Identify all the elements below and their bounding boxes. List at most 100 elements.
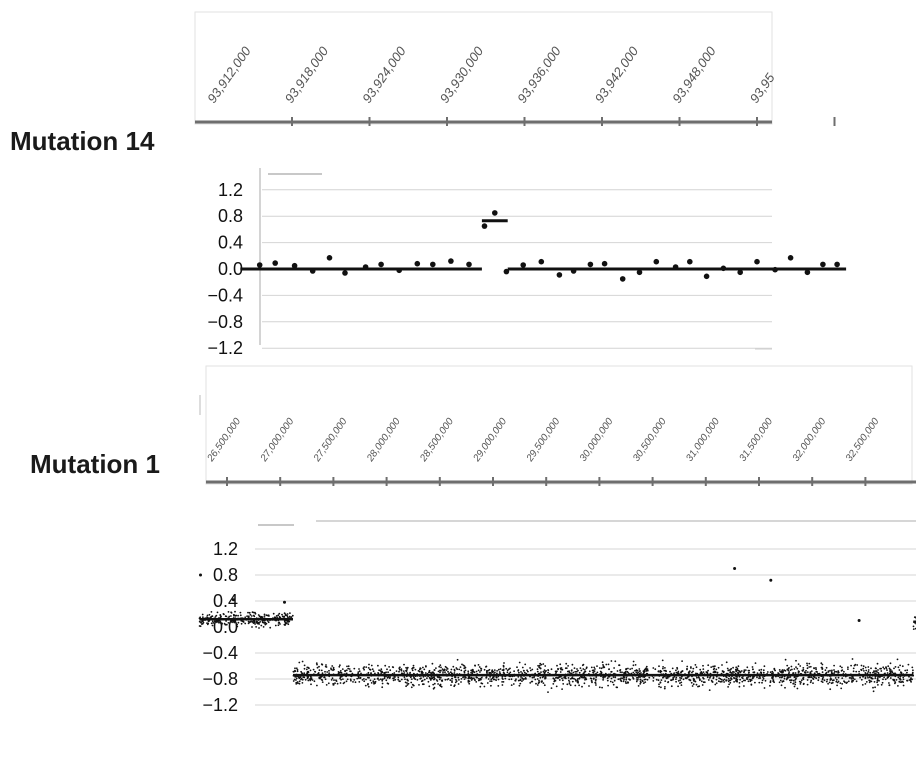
data-point xyxy=(480,668,483,670)
data-point xyxy=(707,679,710,681)
data-point xyxy=(493,678,496,681)
data-point xyxy=(577,669,579,672)
data-point xyxy=(825,671,828,674)
data-point xyxy=(615,686,618,689)
data-point xyxy=(389,676,391,678)
data-point xyxy=(632,660,635,663)
data-point xyxy=(420,680,423,683)
data-point xyxy=(880,670,883,672)
data-point xyxy=(519,678,522,681)
data-point xyxy=(870,667,872,670)
data-point xyxy=(694,664,697,666)
data-point xyxy=(344,670,346,673)
data-point xyxy=(833,669,835,671)
data-point xyxy=(747,672,750,674)
data-point xyxy=(325,684,328,686)
data-point xyxy=(669,670,671,673)
data-point xyxy=(636,269,643,276)
data-point xyxy=(490,680,493,683)
data-point xyxy=(495,676,498,678)
data-point xyxy=(737,669,740,672)
data-point xyxy=(433,669,436,671)
data-point xyxy=(781,669,784,671)
data-point xyxy=(887,665,890,668)
data-point xyxy=(517,669,519,672)
data-point xyxy=(508,678,511,681)
data-point xyxy=(660,686,662,689)
data-point xyxy=(358,670,361,673)
data-point xyxy=(761,681,763,684)
data-point xyxy=(571,680,574,683)
data-point xyxy=(605,663,608,666)
data-point xyxy=(517,676,520,678)
data-point xyxy=(428,685,431,688)
data-point xyxy=(566,683,569,686)
data-point xyxy=(392,677,394,680)
data-point xyxy=(220,623,223,626)
data-point xyxy=(587,261,594,268)
data-point xyxy=(302,676,305,678)
data-point xyxy=(414,260,421,267)
data-point xyxy=(702,664,704,667)
data-point xyxy=(625,668,627,671)
data-point xyxy=(623,676,625,679)
data-point xyxy=(352,681,354,683)
data-point xyxy=(521,672,524,675)
data-point xyxy=(612,683,615,686)
data-point xyxy=(829,669,831,672)
data-point xyxy=(513,670,515,673)
data-point xyxy=(480,669,482,672)
data-point xyxy=(743,671,745,674)
data-point xyxy=(631,667,633,670)
data-point xyxy=(867,676,869,679)
data-point xyxy=(808,676,811,679)
data-point xyxy=(679,679,682,681)
data-point xyxy=(850,677,852,679)
data-point xyxy=(568,679,570,682)
data-point xyxy=(646,678,649,681)
data-point xyxy=(874,686,876,689)
data-point xyxy=(227,611,230,613)
data-point xyxy=(426,677,428,679)
data-point xyxy=(320,669,323,672)
data-point xyxy=(725,661,728,664)
data-point xyxy=(871,677,874,680)
data-point xyxy=(301,672,303,674)
data-point xyxy=(723,678,726,681)
segments xyxy=(240,219,847,271)
data-point xyxy=(267,614,270,617)
data-point xyxy=(474,664,476,667)
data-point xyxy=(621,677,624,680)
data-point xyxy=(675,678,677,681)
data-point xyxy=(617,678,620,681)
data-point xyxy=(754,662,757,664)
data-point xyxy=(295,677,298,680)
data-point xyxy=(537,682,540,685)
data-point xyxy=(614,676,617,679)
data-point xyxy=(539,667,542,670)
data-point xyxy=(681,660,683,662)
data-point xyxy=(632,664,635,667)
data-point xyxy=(212,622,215,624)
data-point xyxy=(433,682,436,685)
data-point xyxy=(791,668,793,671)
data-point xyxy=(445,666,448,669)
data-point xyxy=(556,272,563,278)
data-point xyxy=(827,671,830,673)
data-point xyxy=(333,679,335,681)
data-point xyxy=(287,621,290,623)
data-point xyxy=(664,680,667,682)
data-point xyxy=(808,662,811,665)
data-point xyxy=(813,667,815,669)
data-point xyxy=(729,669,732,671)
data-point xyxy=(531,680,534,683)
data-point xyxy=(378,679,380,681)
data-point xyxy=(812,682,814,684)
data-point xyxy=(298,680,301,683)
data-point xyxy=(851,658,854,660)
data-point xyxy=(502,678,504,680)
data-point xyxy=(877,669,879,671)
data-point xyxy=(335,680,338,682)
data-point xyxy=(815,670,818,673)
data-point xyxy=(455,678,457,681)
